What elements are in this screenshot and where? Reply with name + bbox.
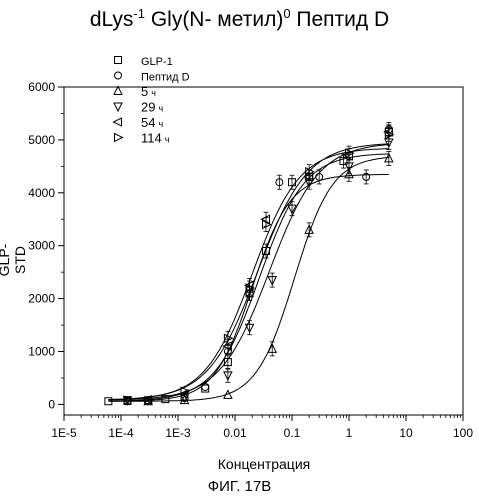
legend-label: 5ч xyxy=(141,84,156,99)
data-point-circle xyxy=(202,383,209,390)
fit-curve xyxy=(108,158,388,402)
legend-label-text: 5 xyxy=(141,84,148,99)
x-tick-label: 1E-3 xyxy=(165,426,191,440)
legend-marker-square xyxy=(115,57,122,64)
y-tick-label: 0 xyxy=(48,397,55,411)
y-tick-label: 1000 xyxy=(28,345,55,359)
x-tick-label: 1E-4 xyxy=(108,426,134,440)
y-tick-label: 4000 xyxy=(28,186,55,200)
y-tick-label: 6000 xyxy=(28,80,55,94)
legend-label-text: 54 xyxy=(141,115,155,130)
x-tick-label: 0.1 xyxy=(284,426,301,440)
legend-marker-triangle-up xyxy=(114,87,122,95)
plot-frame xyxy=(64,87,463,415)
x-tick-label: 1E-5 xyxy=(51,426,77,440)
data-point-square xyxy=(202,385,209,392)
legend-label-text: 29 xyxy=(141,100,155,115)
legend-label: 54ч xyxy=(141,115,163,130)
y-tick-label: 5000 xyxy=(28,133,55,147)
x-axis-label: Концентрация xyxy=(64,456,464,472)
fit-curve xyxy=(108,144,388,400)
fit-curve xyxy=(108,149,388,400)
legend: GLP-1Пептид D5ч29ч54ч114ч xyxy=(114,56,190,146)
legend-label-suffix: ч xyxy=(158,104,163,114)
legend-marker-triangle-down xyxy=(114,103,122,111)
legend-marker-triangle-right xyxy=(115,134,123,142)
legend-label: 29ч xyxy=(141,100,163,115)
data-points xyxy=(105,122,393,404)
axes: 1E-51E-41E-30.010.1110100010002000300040… xyxy=(28,80,473,440)
y-tick-label: 3000 xyxy=(28,239,55,253)
legend-marker-triangle-left xyxy=(114,118,122,126)
fit-curve xyxy=(108,175,388,402)
legend-label-text: Пептид D xyxy=(141,72,190,84)
legend-label-suffix: ч xyxy=(165,135,170,145)
x-tick-label: 10 xyxy=(399,426,413,440)
legend-label-text: GLP-1 xyxy=(141,56,173,68)
legend-label: GLP-1 xyxy=(141,56,173,68)
legend-label: 114ч xyxy=(141,131,170,146)
y-axis-label: GLP-STD xyxy=(0,230,28,290)
x-tick-label: 1 xyxy=(346,426,353,440)
legend-label-text: 114 xyxy=(141,131,162,146)
y-tick-label: 2000 xyxy=(28,292,55,306)
x-tick-label: 0.01 xyxy=(223,426,247,440)
fit-curve xyxy=(108,154,388,401)
legend-label-suffix: ч xyxy=(158,119,163,129)
legend-marker-circle xyxy=(115,72,122,79)
legend-label: Пептид D xyxy=(141,72,190,84)
fit-curve xyxy=(108,145,388,400)
x-tick-label: 100 xyxy=(453,426,473,440)
figure-caption: ФИГ. 17В xyxy=(0,478,479,495)
fit-curves xyxy=(108,144,388,401)
legend-label-suffix: ч xyxy=(151,88,156,98)
